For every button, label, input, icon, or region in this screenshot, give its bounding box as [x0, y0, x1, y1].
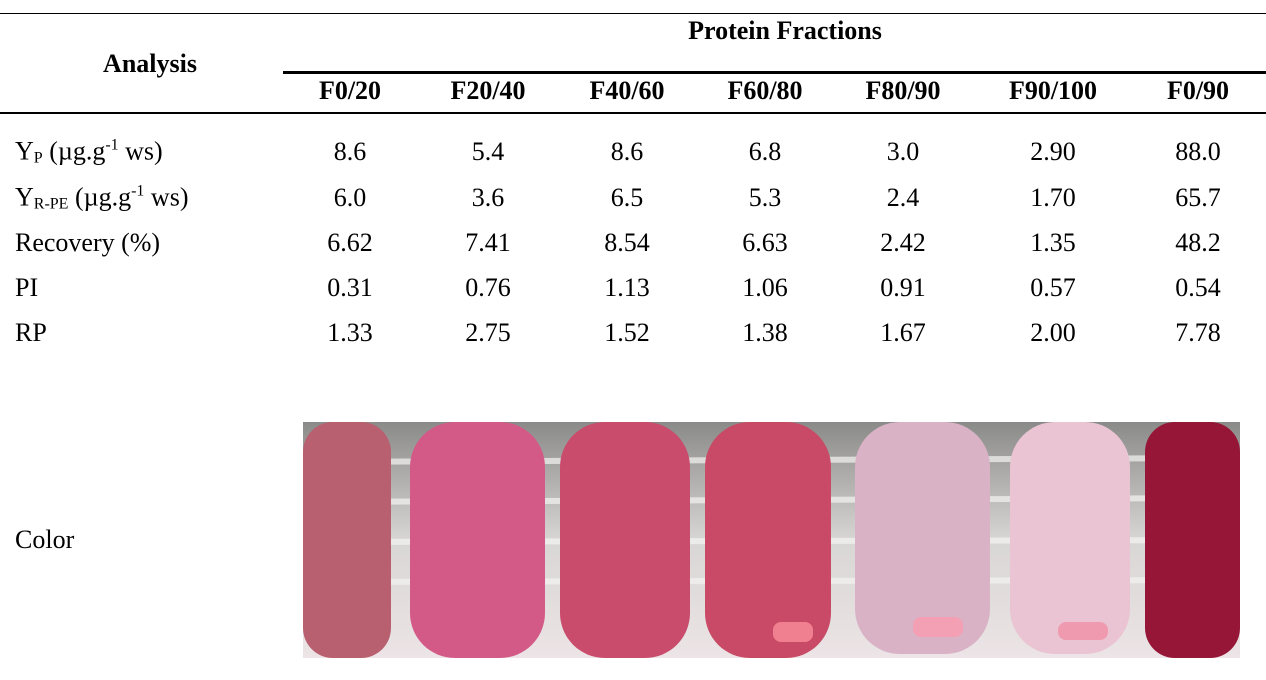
row-label: Recovery (%) [15, 228, 160, 258]
cell: 5.4 [471, 137, 505, 166]
cell: 6.0 [333, 183, 367, 212]
label-part: P [33, 149, 43, 167]
row-label: PI [15, 273, 38, 303]
cell: 1.13 [604, 273, 650, 302]
cell: 7.41 [465, 228, 511, 257]
column-header: F90/100 [1008, 76, 1098, 105]
color-label: Color [15, 525, 75, 554]
cell: 8.54 [604, 228, 650, 257]
label-part: -1 [105, 136, 119, 154]
column-header: F0/20 [318, 76, 382, 105]
cell: 1.06 [742, 273, 788, 302]
cell: 2.90 [1030, 137, 1076, 166]
row-label: RP [15, 318, 47, 348]
cell: 1.35 [1030, 228, 1076, 257]
cell: 0.57 [1030, 273, 1076, 302]
top-rule [0, 13, 1266, 14]
cell: 3.6 [471, 183, 505, 212]
label-part: (µg.g [68, 182, 132, 212]
column-header: F0/90 [1166, 76, 1230, 105]
cell: 7.78 [1175, 318, 1221, 347]
tube-photo [303, 422, 1240, 658]
cell: 0.54 [1175, 273, 1221, 302]
row-header: Analysis [103, 49, 197, 78]
row-label: YR-PE (µg.g-1 ws) [15, 183, 188, 214]
cell: 6.5 [610, 183, 644, 212]
column-header: F20/40 [450, 76, 526, 105]
cell: 1.67 [880, 318, 926, 347]
cell: 1.52 [604, 318, 650, 347]
cell: 5.3 [748, 183, 782, 212]
label-part: (µg.g [42, 136, 106, 166]
group-rule [283, 71, 1266, 74]
cell: 0.76 [465, 273, 511, 302]
label-part: Recovery (%) [15, 228, 161, 257]
header-rule [0, 112, 1266, 114]
cell: 88.0 [1175, 137, 1221, 166]
group-header: Protein Fractions [688, 16, 882, 45]
cell: 6.8 [748, 137, 782, 166]
cell: 3.0 [886, 137, 920, 166]
column-header: F80/90 [865, 76, 941, 105]
cell: 1.33 [327, 318, 373, 347]
column-header: F40/60 [589, 76, 665, 105]
cell: 1.70 [1030, 183, 1076, 212]
column-header: F60/80 [727, 76, 803, 105]
cell: 2.42 [880, 228, 926, 257]
cell: 6.62 [327, 228, 373, 257]
row-label: YP (µg.g-1 ws) [15, 137, 163, 168]
cell: 2.4 [886, 183, 920, 212]
cell: 2.75 [465, 318, 511, 347]
label-part: -1 [131, 182, 145, 200]
cell: 6.63 [742, 228, 788, 257]
label-part: R-PE [33, 195, 69, 213]
cell: 8.6 [610, 137, 644, 166]
cell: 2.00 [1030, 318, 1076, 347]
cell: 65.7 [1175, 183, 1221, 212]
label-part: ws) [144, 182, 189, 212]
label-part: PI [15, 273, 39, 302]
label-part: RP [15, 318, 47, 347]
label-part: ws) [118, 136, 163, 166]
label-part: Y [15, 182, 34, 212]
cell: 0.31 [327, 273, 373, 302]
cell: 0.91 [880, 273, 926, 302]
label-part: Y [15, 136, 34, 166]
cell: 48.2 [1175, 228, 1221, 257]
cell: 8.6 [333, 137, 367, 166]
cell: 1.38 [742, 318, 788, 347]
